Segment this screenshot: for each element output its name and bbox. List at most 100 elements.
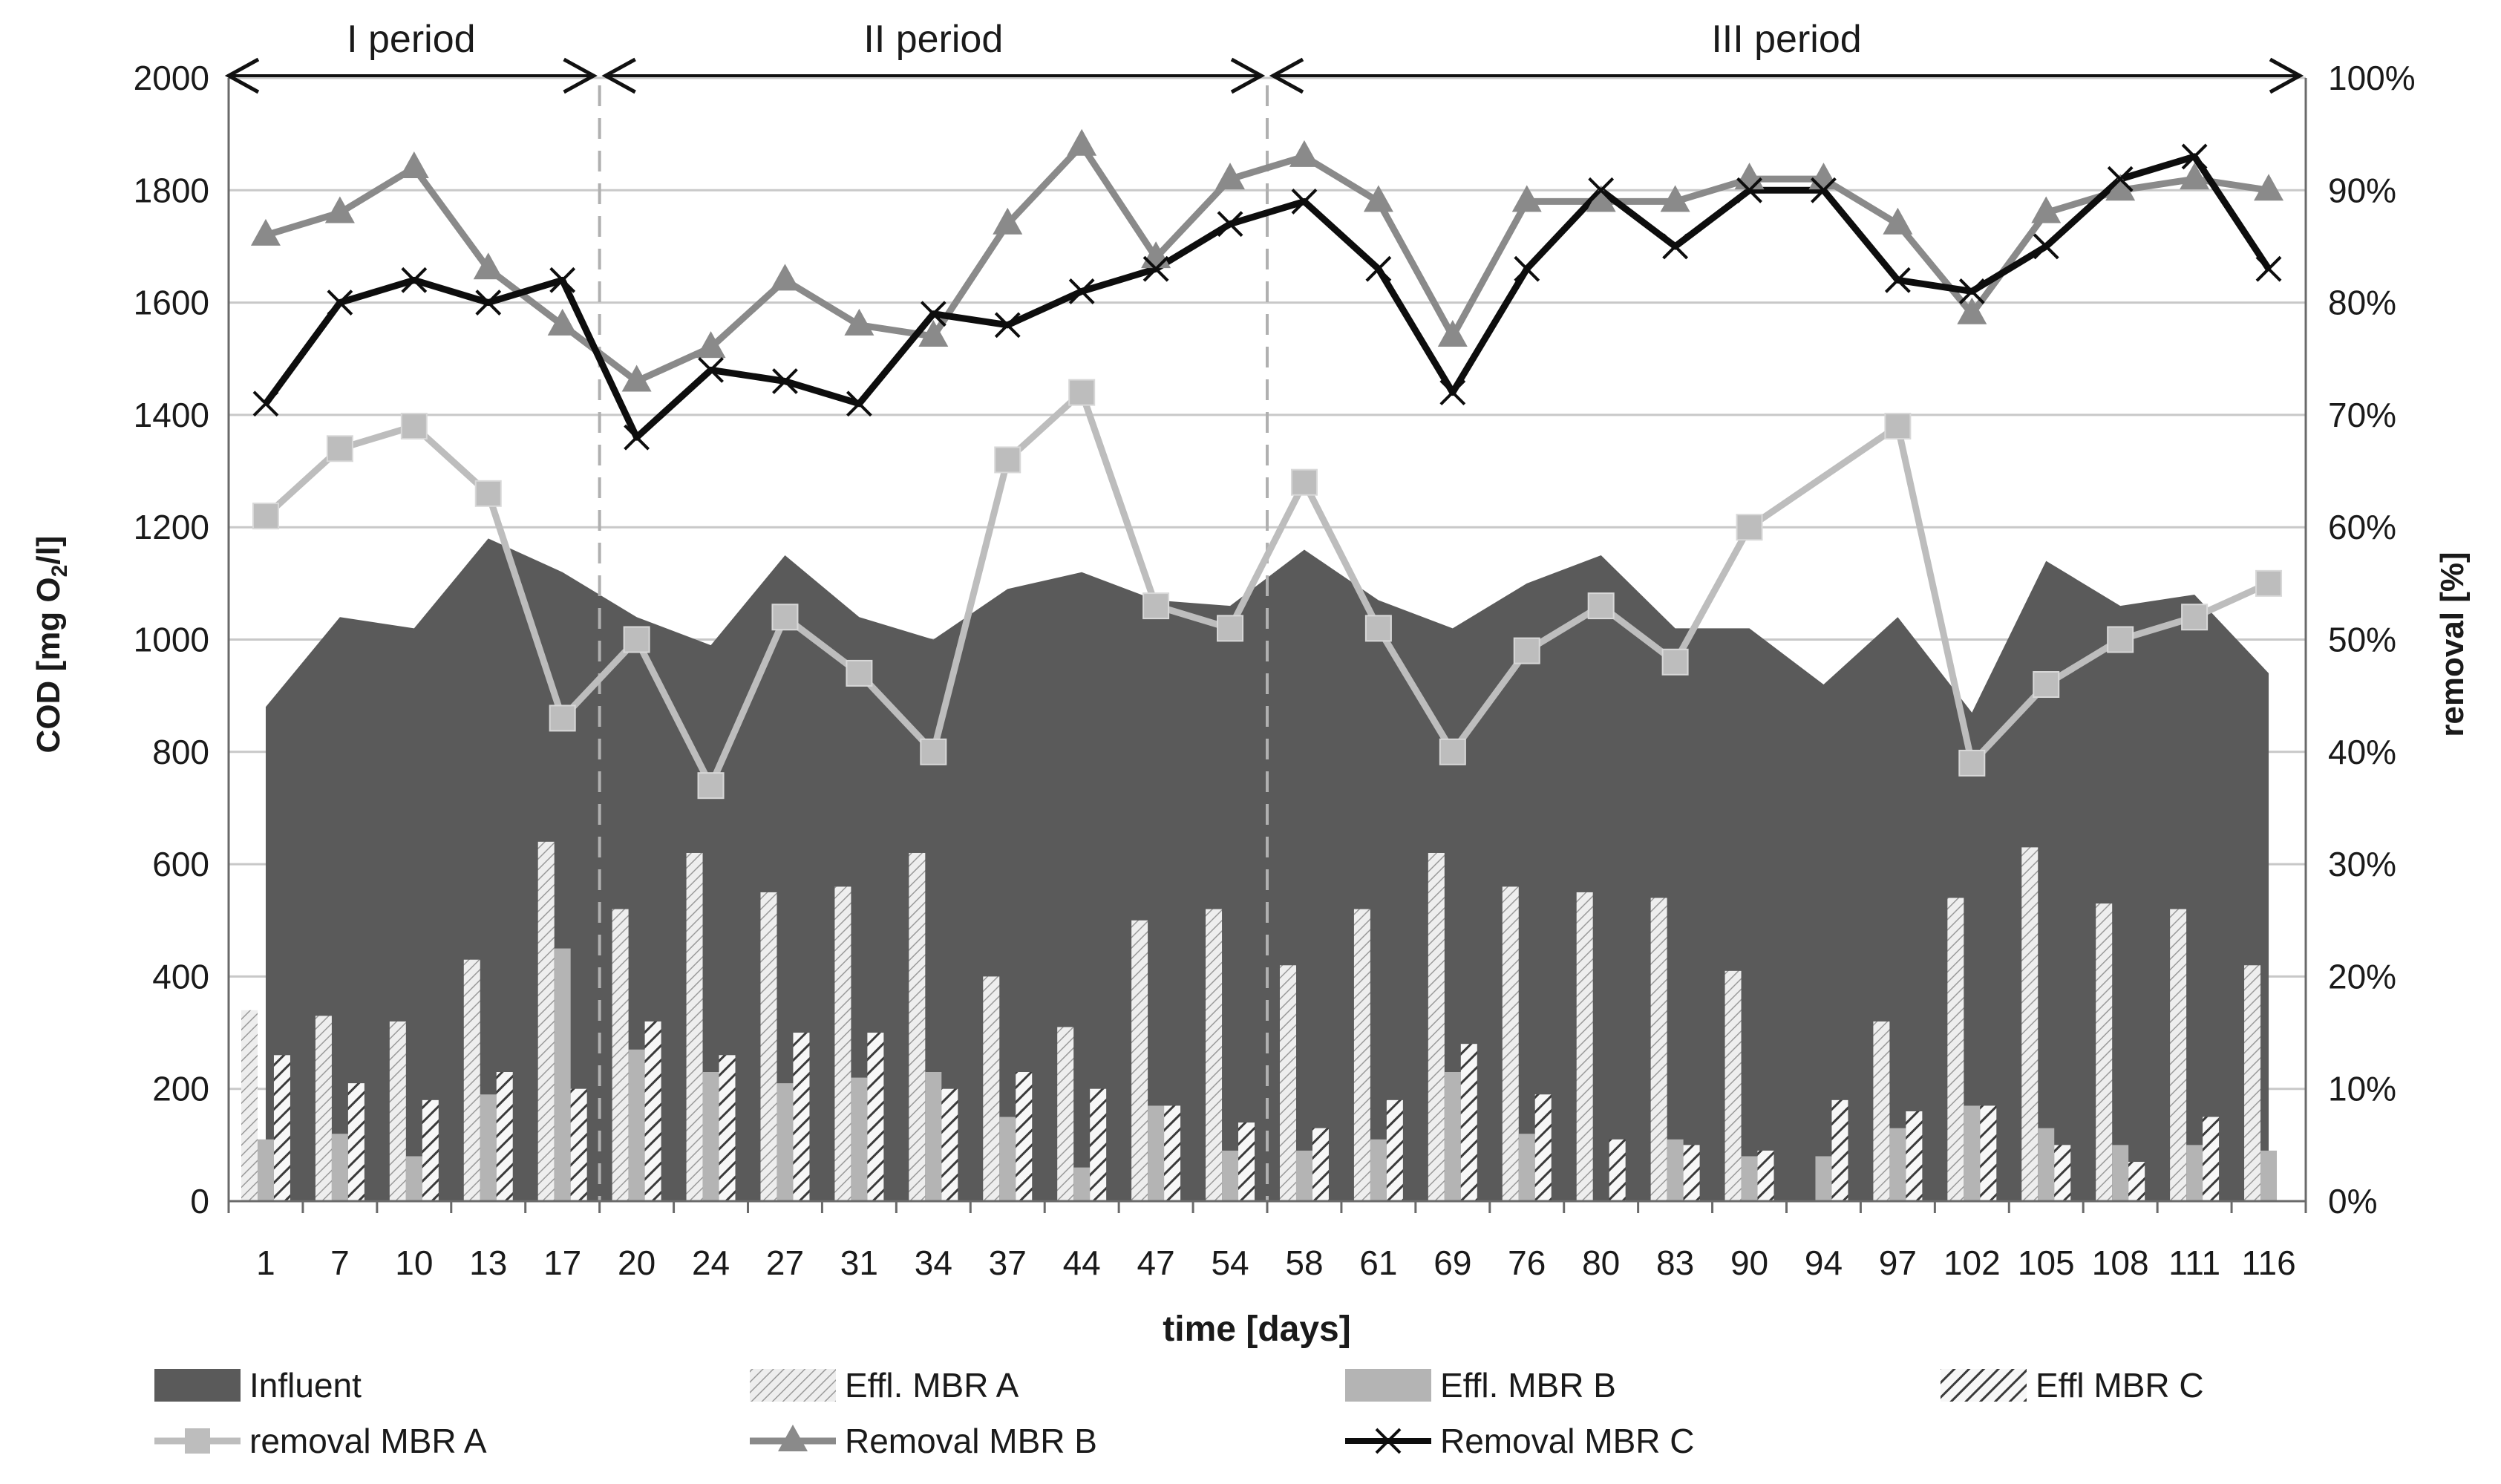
period-arrow-head-right: [2269, 57, 2304, 94]
bar-effl-mbr-a: [1131, 920, 1148, 1201]
bar-effl-mbr-b: [999, 1117, 1016, 1201]
marker-removal-mbr-c: [624, 424, 650, 451]
marker-removal-mbr-a: [1068, 379, 1096, 406]
x-tick-label: 61: [1359, 1243, 1397, 1282]
x-tick-label: 31: [840, 1243, 878, 1282]
marker-removal-mbr-a: [1661, 648, 1689, 676]
legend-marker-removal-mbr-b: [778, 1425, 808, 1451]
x-tick-label: 58: [1285, 1243, 1323, 1282]
y-right-tick-label: 30%: [2328, 845, 2396, 883]
bar-effl-mbr-c: [1386, 1099, 1403, 1201]
x-tick-label: 80: [1582, 1243, 1620, 1282]
marker-removal-mbr-b: [473, 252, 503, 280]
y-left-tick-label: 1600: [134, 284, 209, 322]
x-tick-label: 1: [256, 1243, 275, 1282]
y-left-tick-label: 0: [190, 1182, 209, 1220]
marker-removal-mbr-c: [475, 290, 502, 316]
bar-effl-mbr-c: [1906, 1111, 1923, 1201]
bar-effl-mbr-a: [463, 959, 480, 1201]
marker-removal-mbr-b: [1067, 128, 1097, 156]
marker-removal-mbr-c: [1365, 255, 1392, 282]
bar-effl-mbr-c: [2128, 1162, 2145, 1201]
marker-removal-mbr-c: [549, 267, 576, 293]
period-arrow-head-left: [1269, 57, 1304, 94]
x-tick-label: 76: [1508, 1243, 1546, 1282]
bar-effl-mbr-b: [1222, 1150, 1239, 1201]
marker-removal-mbr-b: [1289, 140, 1319, 167]
legend-marker-removal-mbr-c: [1375, 1428, 1402, 1454]
marker-removal-mbr-c: [994, 312, 1021, 339]
marker-removal-mbr-b: [324, 196, 355, 223]
bar-effl-mbr-b: [1073, 1167, 1091, 1201]
marker-removal-mbr-b: [250, 218, 281, 246]
marker-removal-mbr-a: [1217, 615, 1244, 642]
y-left-tick-label: 600: [152, 845, 209, 883]
marker-removal-mbr-b: [1957, 297, 1987, 324]
period-label: I period: [347, 18, 475, 61]
marker-removal-mbr-b: [1586, 185, 1616, 212]
x-tick-label: 54: [1211, 1243, 1249, 1282]
y-right-tick-label: 70%: [2328, 396, 2396, 434]
x-tick-label: 94: [1805, 1243, 1843, 1282]
bar-effl-mbr-a: [760, 892, 777, 1201]
marker-removal-mbr-c: [1958, 278, 1985, 304]
bar-effl-mbr-b: [1964, 1105, 1981, 1201]
removal-lines-layer: [250, 128, 2284, 800]
bar-effl-mbr-a: [1873, 1021, 1890, 1201]
y-axis-left-title: COD [mg O2/l]: [30, 536, 72, 754]
bar-effl-mbr-a: [1650, 898, 1667, 1201]
bar-effl-mbr-c: [1164, 1105, 1181, 1201]
marker-removal-mbr-b: [770, 264, 800, 291]
marker-removal-mbr-c: [772, 368, 798, 394]
marker-removal-mbr-c: [1811, 177, 1837, 203]
bar-effl-mbr-c: [570, 1088, 587, 1201]
marker-removal-mbr-c: [846, 390, 872, 417]
y-right-tick-label: 10%: [2328, 1070, 2396, 1108]
bar-effl-mbr-b: [2038, 1128, 2055, 1201]
bar-effl-mbr-b: [1148, 1105, 1165, 1201]
x-tick-label: 108: [2092, 1243, 2149, 1282]
bar-effl-mbr-b: [1741, 1156, 1758, 1201]
y-left-tick-label: 1800: [134, 171, 209, 209]
bar-effl-mbr-b: [2112, 1145, 2129, 1201]
marker-removal-mbr-b: [2105, 174, 2136, 201]
legend: Influent Effl. MBR A Effl. MBR B Effl MBR C…: [154, 1366, 2204, 1460]
legend-swatch-influent: [154, 1369, 241, 1402]
marker-removal-mbr-b: [2180, 163, 2210, 190]
marker-removal-mbr-c: [327, 290, 353, 316]
marker-removal-mbr-b: [696, 331, 726, 359]
x-tick-label: 90: [1730, 1243, 1768, 1282]
bar-effl-mbr-b: [1444, 1072, 1461, 1201]
x-tick-label: 37: [989, 1243, 1027, 1282]
bar-effl-mbr-c: [793, 1033, 810, 1201]
y-left-tick-label: 200: [152, 1070, 209, 1108]
marker-removal-mbr-c: [2181, 143, 2208, 170]
marker-removal-mbr-a: [1439, 738, 1466, 765]
y-right-tick-label: 60%: [2328, 508, 2396, 546]
marker-removal-mbr-b: [1883, 207, 1913, 235]
x-tick-label: 44: [1063, 1243, 1101, 1282]
bar-effl-mbr-a: [2021, 847, 2039, 1201]
bar-effl-mbr-b: [777, 1083, 794, 1201]
y-left-tick-label: 2000: [134, 59, 209, 97]
legend-swatch-effl-mbr-b: [1345, 1369, 1431, 1402]
bar-effl-mbr-a: [612, 909, 629, 1201]
marker-removal-mbr-b: [918, 319, 949, 347]
marker-removal-mbr-c: [698, 356, 724, 383]
bar-effl-mbr-c: [1980, 1105, 1997, 1201]
marker-removal-mbr-c: [401, 267, 428, 293]
marker-removal-mbr-c: [920, 301, 947, 327]
bar-effl-mbr-b: [1889, 1128, 1906, 1201]
bar-effl-mbr-a: [2096, 903, 2113, 1201]
bar-effl-mbr-a: [1947, 898, 1964, 1201]
bar-effl-mbr-c: [719, 1055, 736, 1201]
x-tick-label: 7: [330, 1243, 350, 1282]
y-left-tick-label: 1200: [134, 508, 209, 546]
bar-effl-mbr-b: [2186, 1145, 2203, 1201]
bar-effl-mbr-c: [273, 1055, 290, 1201]
marker-removal-mbr-a: [697, 772, 725, 800]
marker-removal-mbr-a: [1513, 637, 1540, 664]
bar-effl-mbr-c: [1238, 1122, 1255, 1201]
marker-removal-mbr-a: [400, 413, 428, 440]
